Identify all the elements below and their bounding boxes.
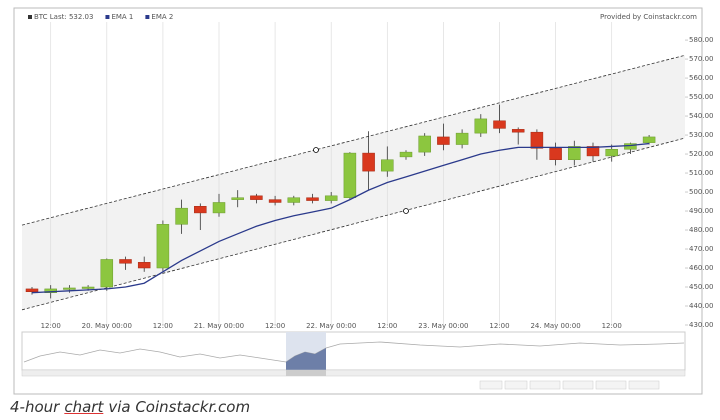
- candle-body: [511, 129, 525, 133]
- legend-swatch: [145, 15, 150, 19]
- annotation-point: [403, 208, 409, 214]
- candle-body: [549, 148, 562, 160]
- candle-body: [100, 259, 114, 288]
- caption-text: via Coinstackr.com: [108, 398, 251, 416]
- candle-body: [437, 136, 450, 145]
- y-tick-label: 460.00: [689, 264, 714, 272]
- candle-body: [63, 287, 76, 290]
- candle-body: [530, 131, 544, 149]
- candle-body: [568, 146, 581, 160]
- y-tick-label: 520.00: [689, 150, 714, 158]
- y-tick-label: 510.00: [689, 169, 714, 177]
- channel-line: [21, 54, 686, 226]
- candle-body: [399, 151, 413, 158]
- x-tick-label: 24. May 00:00: [530, 322, 580, 330]
- x-tick-label: 12:00: [602, 322, 622, 330]
- candle-body: [175, 207, 188, 225]
- legend-swatch: [105, 15, 110, 19]
- range-button[interactable]: [595, 380, 627, 390]
- x-tick-label: 12:00: [153, 322, 173, 330]
- scrollbar[interactable]: [21, 369, 686, 377]
- candle-body: [25, 288, 39, 293]
- navigator-area: [286, 348, 326, 370]
- x-tick-label: 12:00: [489, 322, 509, 330]
- y-tick-label: 500.00: [689, 188, 714, 196]
- y-tick-label: 450.00: [689, 283, 714, 291]
- candle-body: [119, 259, 132, 264]
- candle-body: [381, 159, 394, 172]
- y-tick-label: 480.00: [689, 226, 714, 234]
- source-credit: Provided by Coinstackr.com: [600, 13, 697, 21]
- candle-body: [306, 197, 319, 201]
- caption-link[interactable]: chart: [64, 398, 104, 416]
- legend-swatch: [28, 15, 32, 19]
- y-tick-label: 580.00: [689, 36, 714, 44]
- x-tick-label: 20. May 00:00: [82, 322, 132, 330]
- candle-body: [343, 152, 357, 198]
- y-tick-label: 560.00: [689, 74, 714, 82]
- candle-body: [493, 120, 506, 129]
- candle-body: [250, 195, 263, 200]
- x-tick-label: 22. May 00:00: [306, 322, 356, 330]
- range-button[interactable]: [529, 380, 561, 390]
- range-buttons: [479, 380, 660, 390]
- candle-body: [194, 206, 207, 214]
- range-button[interactable]: [562, 380, 594, 390]
- candle-body: [605, 149, 618, 157]
- candle-body: [362, 152, 375, 172]
- candle-body: [137, 262, 151, 269]
- candle-body: [156, 224, 170, 269]
- range-button[interactable]: [504, 380, 528, 390]
- x-tick-label: 12:00: [265, 322, 285, 330]
- candle-body: [455, 132, 469, 145]
- navigator: [21, 331, 686, 371]
- candle-body: [324, 195, 338, 201]
- ema-line: [31, 142, 650, 294]
- legend-entry: EMA 1: [111, 13, 133, 21]
- y-tick-label: 550.00: [689, 93, 714, 101]
- scrollbar-thumb[interactable]: [286, 370, 326, 376]
- y-tick-label: 570.00: [689, 55, 714, 63]
- candle-body: [418, 135, 431, 153]
- candle-body: [287, 197, 301, 203]
- x-tick-label: 23. May 00:00: [418, 322, 468, 330]
- caption: 4-hour chart via Coinstackr.com: [10, 398, 255, 416]
- annotation-point: [313, 147, 319, 153]
- y-tick-label: 470.00: [689, 245, 714, 253]
- x-tick-label: 12:00: [41, 322, 61, 330]
- y-tick-label: 530.00: [689, 131, 714, 139]
- candle-body: [212, 202, 226, 214]
- range-button[interactable]: [628, 380, 660, 390]
- legend-entry: EMA 2: [151, 13, 173, 21]
- legend-entry: BTC Last: 532.03: [34, 13, 93, 21]
- y-tick-label: 490.00: [689, 207, 714, 215]
- candle-body: [231, 197, 244, 200]
- y-tick-label: 540.00: [689, 112, 714, 120]
- y-tick-label: 440.00: [689, 302, 714, 310]
- y-tick-label: 430.00: [689, 321, 714, 329]
- candle-body: [474, 118, 488, 134]
- channel-line: [21, 137, 686, 311]
- x-tick-label: 12:00: [377, 322, 397, 330]
- candle-body: [642, 136, 656, 143]
- chart: 12:00 20. May 00:00 12:00 21. May 00:00 12:0…: [13, 7, 714, 395]
- x-tick-label: 21. May 00:00: [194, 322, 244, 330]
- caption-text: 4-hour: [10, 398, 60, 416]
- candle-body: [268, 199, 282, 203]
- candle-body: [81, 286, 95, 289]
- range-button[interactable]: [479, 380, 503, 390]
- candle-body: [586, 146, 600, 157]
